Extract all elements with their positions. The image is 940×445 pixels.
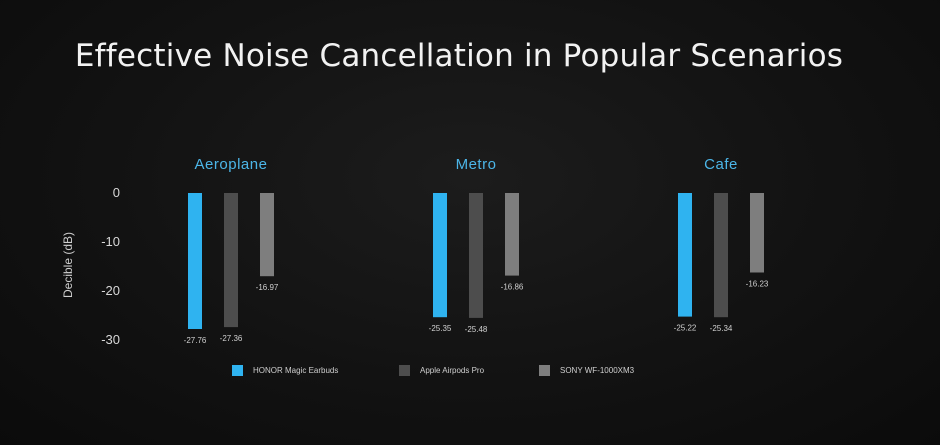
data-label: -27.76 [184, 336, 207, 345]
data-label: -16.97 [256, 283, 279, 292]
data-label: -27.36 [220, 334, 243, 343]
bar-apple-airpods-pro [714, 193, 728, 318]
chart-title: Effective Noise Cancellation in Popular … [74, 38, 844, 74]
bar-apple-airpods-pro [469, 193, 483, 318]
data-label: -16.86 [501, 283, 524, 292]
legend-swatch [232, 365, 243, 376]
y-tick-label: -30 [101, 332, 120, 347]
y-tick-label: -20 [101, 283, 120, 298]
y-tick-label: -10 [101, 234, 120, 249]
y-axis: 0 -10 -20 -30 Decible (dB) [61, 185, 120, 347]
y-axis-label: Decible (dB) [61, 232, 75, 298]
bar-honor-magic-earbuds [678, 193, 692, 317]
bar-apple-airpods-pro [224, 193, 238, 328]
category-label: Metro [456, 156, 497, 173]
legend-label: SONY WF-1000XM3 [560, 366, 635, 375]
bar-group-cafe: Cafe -25.22 -25.34 -16.23 [674, 156, 769, 333]
bar-group-metro: Metro -25.35 -25.48 -16.86 [429, 156, 524, 334]
bar-sony-wf-1000xm3 [750, 193, 764, 273]
data-label: -25.34 [710, 324, 733, 333]
data-label: -16.23 [746, 280, 769, 289]
bar-honor-magic-earbuds [188, 193, 202, 329]
data-label: -25.48 [465, 325, 488, 334]
legend-item: Apple Airpods Pro [399, 365, 485, 376]
data-label: -25.35 [429, 324, 452, 333]
bar-sony-wf-1000xm3 [260, 193, 274, 277]
bar-sony-wf-1000xm3 [505, 193, 519, 276]
legend-label: HONOR Magic Earbuds [253, 366, 338, 375]
legend-label: Apple Airpods Pro [420, 366, 485, 375]
y-tick-label: 0 [113, 185, 120, 200]
legend-item: SONY WF-1000XM3 [539, 365, 635, 376]
bar-groups: Aeroplane -27.76 -27.36 -16.97 Metro -25.35 -2… [184, 156, 769, 345]
bar-group-aeroplane: Aeroplane -27.76 -27.36 -16.97 [184, 156, 279, 345]
legend-swatch [539, 365, 550, 376]
category-label: Cafe [704, 156, 738, 173]
legend-swatch [399, 365, 410, 376]
legend: HONOR Magic Earbuds Apple Airpods Pro SONY… [232, 365, 635, 376]
legend-item: HONOR Magic Earbuds [232, 365, 338, 376]
data-label: -25.22 [674, 324, 697, 333]
category-label: Aeroplane [195, 156, 268, 173]
bar-honor-magic-earbuds [433, 193, 447, 318]
